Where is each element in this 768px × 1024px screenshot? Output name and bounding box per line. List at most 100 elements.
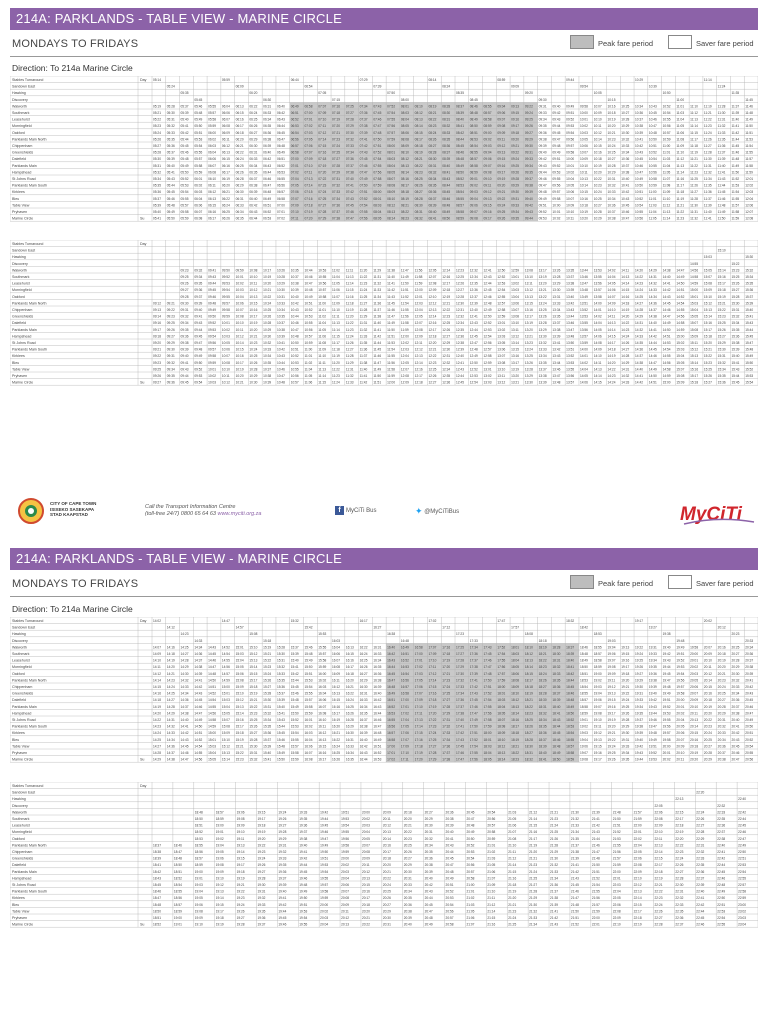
departure-time: 18:48 [195,810,203,814]
departure-time: 15:38 [731,341,739,345]
departure-time: 18:08 [511,678,519,682]
departure-time: 21:43 [592,830,600,834]
departure-time: 05:35 [181,91,189,95]
departure-time: 15:32 [731,315,739,319]
departure-time: 20:26 [404,850,412,854]
departure-time: 10:56 [305,328,313,332]
departure-time: 07:32 [332,184,340,188]
departure-time: 19:08 [195,909,203,913]
departure-time: 07:18 [305,203,313,207]
departure-time: 19:35 [299,817,307,821]
departure-time: 18:32 [525,758,533,762]
departure-time: 21:46 [571,890,579,894]
departure-time: 18:32 [539,711,547,715]
departure-time: 11:51 [401,288,409,292]
departure-time: 15:09 [676,381,684,385]
departure-time: 20:23 [704,725,712,729]
departure-time: 09:22 [167,308,175,312]
departure-time: 12:26 [442,328,450,332]
departure-time: 11:14 [704,78,712,82]
departure-time: 10:05 [222,341,230,345]
departure-time: 09:43 [194,321,202,325]
departure-time: 20:05 [676,725,684,729]
departure-time: 10:02 [208,374,216,378]
departure-time: 19:29 [635,678,643,682]
departure-time: 14:42 [194,685,202,689]
departure-time: 20:04 [320,923,328,927]
departure-time: 11:49 [745,118,753,122]
departure-time: 22:18 [655,870,663,874]
departure-time: 15:45 [731,381,739,385]
departure-time: 19:28 [278,830,286,834]
website-link[interactable]: www.myciti.org.za [217,511,262,517]
departure-time: 09:53 [194,374,202,378]
departure-time: 18:54 [566,731,574,735]
departure-time: 17:59 [497,678,505,682]
departure-time: 16:01 [305,718,313,722]
departure-time: 18:57 [580,698,588,702]
departure-time: 12:34 [470,275,478,279]
departure-time: 11:30 [690,203,698,207]
departure-time: 15:04 [676,354,684,358]
departure-time: 10:24 [249,348,257,352]
departure-time: 15:35 [731,328,739,332]
departure-time: 17:34 [470,645,478,649]
departure-time: 07:06 [305,144,313,148]
departure-time: 17:28 [428,751,436,755]
departure-time: 17:25 [456,645,464,649]
departure-time: 10:55 [305,321,313,325]
departure-time: 19:20 [621,678,629,682]
departure-time: 20:11 [362,863,370,867]
stop-name: Greenshields [12,315,33,319]
departure-time: 10:07 [566,197,574,201]
departure-time: 11:58 [387,367,395,371]
departure-time: 15:21 [718,301,726,305]
departure-time: 20:27 [404,857,412,861]
departure-time: 15:10 [222,738,230,742]
departure-time: 09:15 [511,111,519,115]
departure-time: 06:11 [208,184,216,188]
departure-time: 13:38 [566,282,574,286]
departure-time: 19:01 [195,876,203,880]
stop-name: Pryhaven [12,374,27,378]
departure-time: 11:39 [704,203,712,207]
departure-time: 11:16 [346,295,354,299]
departure-time: 15:54 [305,685,313,689]
departure-time: 07:52 [387,104,395,108]
departure-time: 19:46 [320,830,328,834]
stop-name: Parklands Main [12,164,37,168]
departure-time: 15:32 [718,361,726,365]
departure-time: 13:12 [497,381,505,385]
departure-time: 22:46 [696,923,704,927]
departure-time: 10:45 [635,157,643,161]
departure-time: 16:45 [387,672,395,676]
svg-text:MyCiTi: MyCiTi [680,504,743,525]
departure-time: 07:23 [332,137,340,141]
departure-time: 08:58 [456,210,464,214]
departure-time: 11:12 [663,203,671,207]
departure-time: 11:30 [718,111,726,115]
departure-time: 07:04 [291,177,299,181]
departure-time: 14:33 [621,381,629,385]
departure-time: 09:43 [181,367,189,371]
departure-time: 15:35 [745,282,753,286]
departure-time: 14:10 [594,354,602,358]
departure-time: 17:57 [511,626,519,630]
departure-time: 12:07 [745,210,753,214]
facebook-link[interactable]: f MyCiTi Bus [335,506,376,515]
departure-time: 10:49 [305,295,313,299]
departure-time: 18:56 [195,850,203,854]
twitter-link[interactable]: ✦ @MyCiTiBus [415,506,460,516]
departure-time: 07:02 [277,217,285,221]
departure-time: 14:38 [649,315,657,319]
departure-time: 21:02 [466,896,474,900]
departure-time: 17:46 [484,659,492,663]
departure-time: 17:58 [484,718,492,722]
departure-time: 10:17 [249,315,257,319]
departure-time: 10:07 [236,308,244,312]
departure-time: 08:19 [401,197,409,201]
departure-time: 12:08 [401,374,409,378]
departure-time: 18:47 [153,896,161,900]
departure-time: 11:26 [704,137,712,141]
departure-time: 20:05 [690,678,698,682]
